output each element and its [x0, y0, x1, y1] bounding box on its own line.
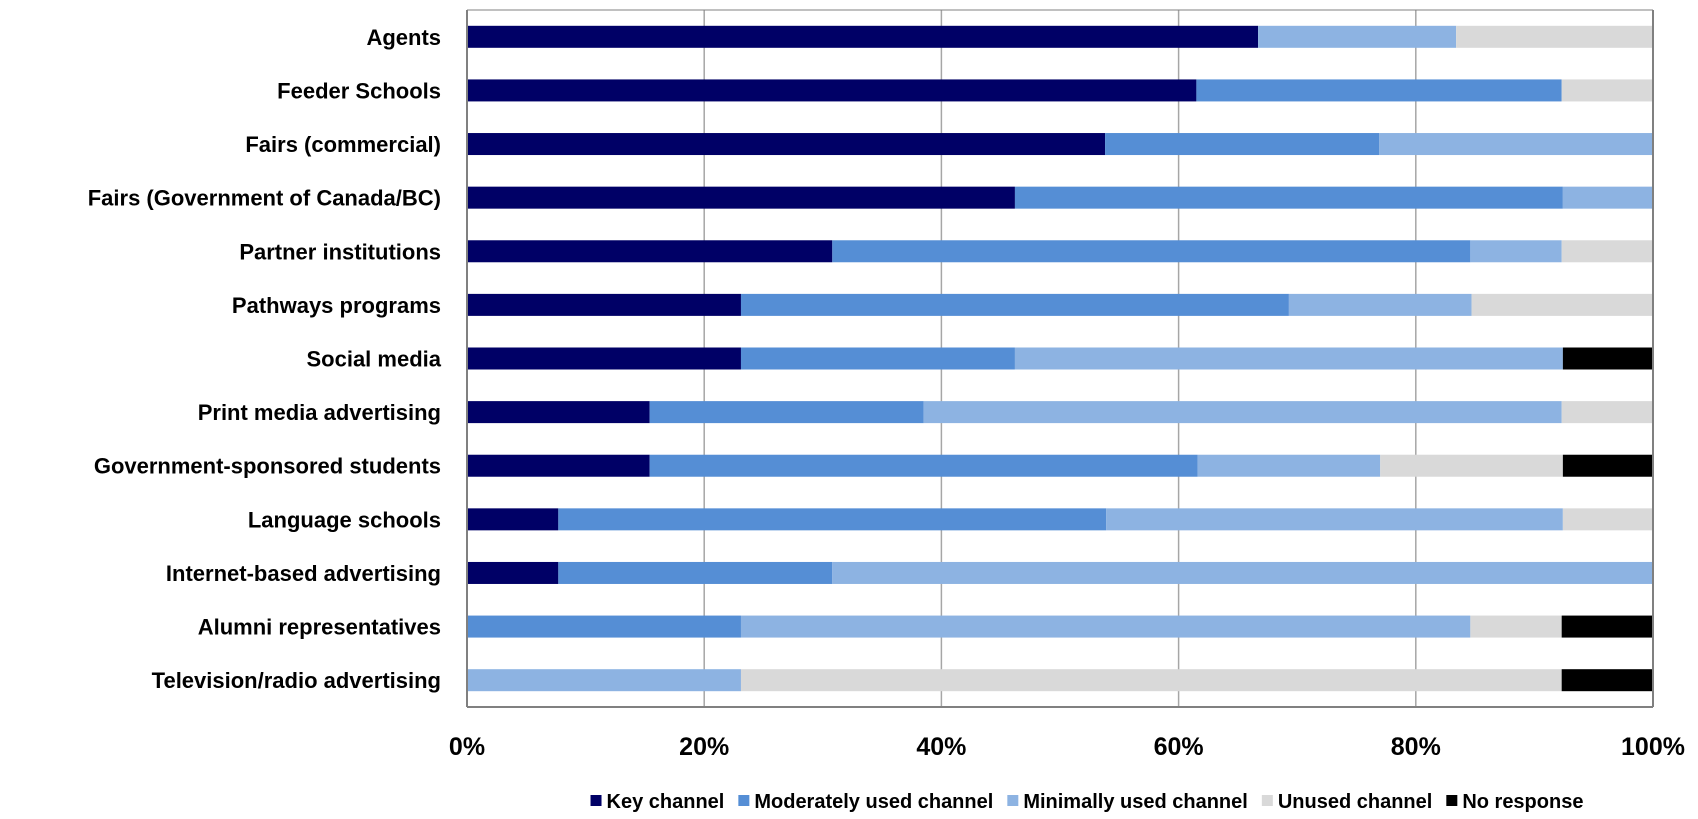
legend-swatch — [590, 795, 602, 806]
bar-segment — [467, 186, 1015, 209]
bar-segment — [467, 79, 1197, 102]
bar-segment — [1014, 186, 1563, 209]
bar-segment — [1561, 669, 1653, 692]
bar-segment — [1380, 454, 1563, 477]
bar-segment — [1379, 133, 1653, 156]
legend-label: No response — [1462, 791, 1583, 813]
bar-segment — [1561, 79, 1653, 102]
legend-item: Minimally used channel — [1007, 791, 1248, 813]
bar-segment — [1105, 133, 1380, 156]
bar-segment — [1288, 293, 1472, 316]
bar-segment — [923, 401, 1562, 424]
x-tick-label: 0% — [449, 733, 485, 761]
legend-label: Key channel — [607, 791, 725, 813]
bar-segment — [1470, 240, 1562, 263]
category-label: Pathways programs — [232, 293, 441, 318]
x-tick-label: 40% — [916, 733, 966, 761]
bar-segment — [558, 508, 1107, 531]
category-label: Government-sponsored students — [94, 454, 441, 479]
legend-label: Unused channel — [1278, 791, 1432, 813]
category-label: Social media — [306, 347, 441, 372]
bar-segment — [649, 454, 1198, 477]
category-label: Print media advertising — [198, 400, 441, 425]
bar-segment — [1470, 615, 1562, 638]
bar-segment — [467, 401, 650, 424]
category-label: Language schools — [248, 507, 441, 532]
bar-segment — [1562, 508, 1653, 531]
bar-segment — [1196, 79, 1562, 102]
bar-segment — [467, 669, 741, 692]
category-label: Fairs (commercial) — [245, 132, 441, 157]
bar-segment — [467, 561, 559, 584]
legend-item: Key channel — [590, 791, 725, 813]
bar-segment — [649, 401, 924, 424]
x-tick-label: 20% — [679, 733, 729, 761]
legend-swatch — [1007, 795, 1019, 806]
legend: Key channel Moderately used channel Minima… — [590, 791, 1583, 813]
bar-segment — [832, 561, 1653, 584]
bar-segment — [1562, 186, 1653, 209]
category-label: Internet-based advertising — [166, 561, 441, 586]
bar-segment — [740, 293, 1289, 316]
bar-segment — [1197, 454, 1381, 477]
bar-segment — [1561, 615, 1653, 638]
legend-swatch — [1446, 795, 1458, 806]
bar-segment — [558, 561, 833, 584]
legend-item: No response — [1446, 791, 1583, 813]
legend-item: Unused channel — [1261, 791, 1432, 813]
bar-segment — [1561, 401, 1653, 424]
bar-segment — [467, 133, 1106, 156]
legend-swatch — [1261, 795, 1273, 806]
category-label: Partner institutions — [239, 239, 441, 264]
category-labels: Agents Feeder Schools Fairs (commercial) Fa… — [88, 25, 442, 693]
bar-segment — [1106, 508, 1563, 531]
bar-segment — [1471, 293, 1653, 316]
category-label: Alumni representatives — [198, 615, 441, 640]
bar-segment — [467, 240, 833, 263]
category-label: Fairs (Government of Canada/BC) — [88, 186, 441, 211]
legend-label: Minimally used channel — [1023, 791, 1248, 813]
bar-segment — [1258, 25, 1457, 48]
bar-segment — [1014, 347, 1563, 370]
x-tick-label: 80% — [1391, 733, 1441, 761]
plot-frame — [466, 9, 1654, 708]
category-label: Feeder Schools — [277, 78, 441, 103]
bar-segment — [467, 293, 741, 316]
category-label: Television/radio advertising — [152, 668, 441, 693]
bar-segment — [467, 454, 650, 477]
bar-segment — [467, 25, 1259, 48]
bar-segment — [740, 347, 1015, 370]
bar-segment — [740, 669, 1562, 692]
bar-segment — [467, 347, 741, 370]
bar-segment — [740, 615, 1471, 638]
bar-segment — [467, 508, 559, 531]
bars — [467, 25, 1653, 692]
x-tick-label: 60% — [1154, 733, 1204, 761]
bar-segment — [1561, 240, 1653, 263]
bar-segment — [832, 240, 1471, 263]
x-tick-label: 100% — [1621, 733, 1685, 761]
bar-segment — [1562, 454, 1653, 477]
x-axis-tick-labels: 0% 20% 40% 60% 80% 100% — [449, 733, 1685, 761]
bar-segment — [1456, 25, 1653, 48]
category-label: Agents — [366, 25, 441, 50]
legend-swatch — [738, 795, 750, 806]
legend-label: Moderately used channel — [754, 791, 993, 813]
bar-segment — [467, 615, 741, 638]
bar-segment — [1562, 347, 1653, 370]
legend-item: Moderately used channel — [738, 791, 993, 813]
